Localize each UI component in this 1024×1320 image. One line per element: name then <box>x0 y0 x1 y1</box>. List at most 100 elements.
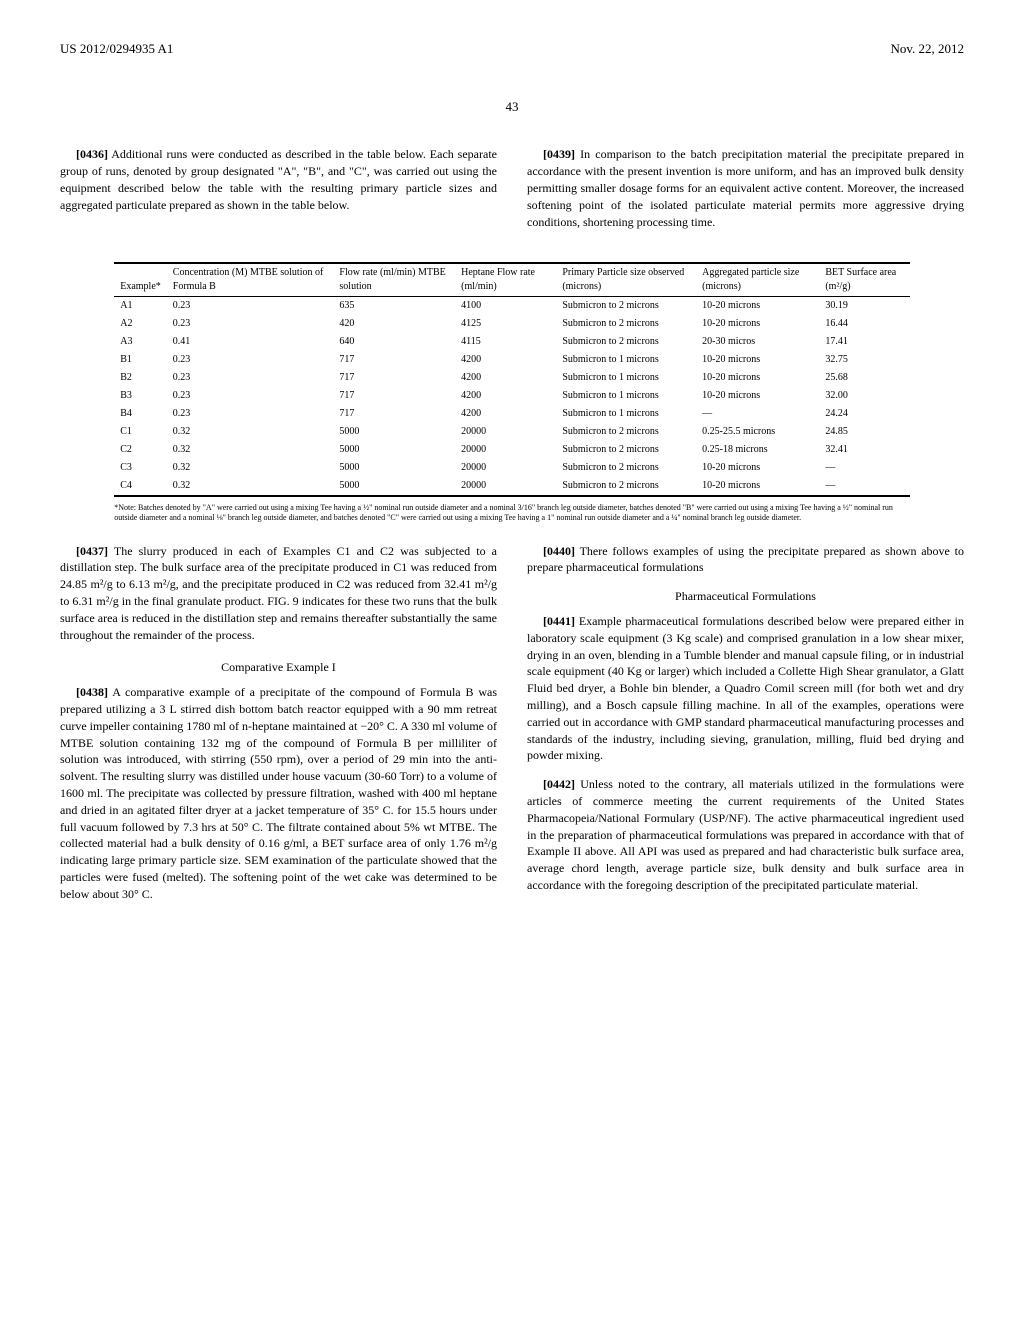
doc-date: Nov. 22, 2012 <box>890 40 964 58</box>
table-row: A20.234204125Submicron to 2 microns10-20… <box>114 315 910 333</box>
table-cell: 10-20 microns <box>696 315 819 333</box>
table-cell: 5000 <box>333 477 455 496</box>
table-row: A10.236354100Submicron to 2 microns10-20… <box>114 297 910 316</box>
paragraph-0441: [0441] Example pharmaceutical formulatio… <box>527 613 964 764</box>
para-num: [0440] <box>543 544 575 558</box>
table-cell: Submicron to 2 microns <box>556 333 696 351</box>
table-cell: — <box>819 459 909 477</box>
table-cell: 16.44 <box>819 315 909 333</box>
table-cell: 10-20 microns <box>696 459 819 477</box>
table-row: B40.237174200Submicron to 1 microns—24.2… <box>114 405 910 423</box>
table-cell: 640 <box>333 333 455 351</box>
right-column-top: [0439] In comparison to the batch precip… <box>527 146 964 242</box>
table-cell: 0.23 <box>167 369 334 387</box>
table-cell: 0.32 <box>167 477 334 496</box>
table-cell: 0.41 <box>167 333 334 351</box>
table-cell: A2 <box>114 315 167 333</box>
table-cell: B2 <box>114 369 167 387</box>
page-header: US 2012/0294935 A1 Nov. 22, 2012 <box>60 40 964 58</box>
table-row: A30.416404115Submicron to 2 microns20-30… <box>114 333 910 351</box>
table-header-cell: Flow rate (ml/min) MTBE solution <box>333 263 455 297</box>
paragraph-0440: [0440] There follows examples of using t… <box>527 543 964 577</box>
table-row: B30.237174200Submicron to 1 microns10-20… <box>114 387 910 405</box>
table-cell: 717 <box>333 387 455 405</box>
para-num: [0439] <box>543 147 575 161</box>
table-cell: Submicron to 2 microns <box>556 315 696 333</box>
page-number: 43 <box>60 98 964 116</box>
table-cell: 10-20 microns <box>696 369 819 387</box>
paragraph-0439: [0439] In comparison to the batch precip… <box>527 146 964 230</box>
table-cell: 10-20 microns <box>696 387 819 405</box>
table-cell: 10-20 microns <box>696 351 819 369</box>
table-row: B20.237174200Submicron to 1 microns10-20… <box>114 369 910 387</box>
table-cell: 4200 <box>455 387 556 405</box>
table-cell: Submicron to 1 microns <box>556 405 696 423</box>
para-text: A comparative example of a precipitate o… <box>60 685 497 901</box>
table-header-cell: Primary Particle size observed (microns) <box>556 263 696 297</box>
table-cell: 0.25-25.5 microns <box>696 423 819 441</box>
table-cell: 0.23 <box>167 387 334 405</box>
table-cell: 32.75 <box>819 351 909 369</box>
table-cell: 25.68 <box>819 369 909 387</box>
doc-number: US 2012/0294935 A1 <box>60 40 173 58</box>
table-cell: B3 <box>114 387 167 405</box>
table-cell: 717 <box>333 369 455 387</box>
table-cell: 4125 <box>455 315 556 333</box>
bottom-columns: [0437] The slurry produced in each of Ex… <box>60 543 964 915</box>
table-cell: Submicron to 1 microns <box>556 387 696 405</box>
table-cell: 0.23 <box>167 405 334 423</box>
table-cell: C2 <box>114 441 167 459</box>
table-cell: 717 <box>333 405 455 423</box>
table-cell: — <box>819 477 909 496</box>
paragraph-0436: [0436] Additional runs were conducted as… <box>60 146 497 213</box>
right-column-bottom: [0440] There follows examples of using t… <box>527 543 964 915</box>
para-text: In comparison to the batch precipitation… <box>527 147 964 228</box>
table-cell: 30.19 <box>819 297 909 316</box>
table-cell: 5000 <box>333 441 455 459</box>
comparative-heading: Comparative Example I <box>60 659 497 676</box>
left-column-bottom: [0437] The slurry produced in each of Ex… <box>60 543 497 915</box>
table-row: C20.32500020000Submicron to 2 microns0.2… <box>114 441 910 459</box>
para-text: There follows examples of using the prec… <box>527 544 964 575</box>
paragraph-0437: [0437] The slurry produced in each of Ex… <box>60 543 497 644</box>
para-text: Unless noted to the contrary, all materi… <box>527 777 964 892</box>
table-cell: C1 <box>114 423 167 441</box>
para-num: [0438] <box>76 685 108 699</box>
table-cell: 24.24 <box>819 405 909 423</box>
table-cell: 10-20 microns <box>696 477 819 496</box>
top-columns: [0436] Additional runs were conducted as… <box>60 146 964 242</box>
para-text: Example pharmaceutical formulations desc… <box>527 614 964 762</box>
table-cell: 5000 <box>333 459 455 477</box>
table-row: C40.32500020000Submicron to 2 microns10-… <box>114 477 910 496</box>
table-header-cell: Example* <box>114 263 167 297</box>
para-num: [0441] <box>543 614 575 628</box>
para-text: Additional runs were conducted as descri… <box>60 147 497 211</box>
table-cell: 4200 <box>455 405 556 423</box>
table-cell: 0.32 <box>167 423 334 441</box>
table-cell: 4100 <box>455 297 556 316</box>
table-cell: 20000 <box>455 423 556 441</box>
table-cell: C3 <box>114 459 167 477</box>
table-footnote: *Note: Batches denoted by "A" were carri… <box>114 503 910 522</box>
table-row: C10.32500020000Submicron to 2 microns0.2… <box>114 423 910 441</box>
table-cell: Submicron to 2 microns <box>556 477 696 496</box>
table-cell: 0.23 <box>167 297 334 316</box>
table-cell: 5000 <box>333 423 455 441</box>
table-row: B10.237174200Submicron to 1 microns10-20… <box>114 351 910 369</box>
table-cell: Submicron to 2 microns <box>556 441 696 459</box>
table-cell: Submicron to 2 microns <box>556 423 696 441</box>
table-header-cell: BET Surface area (m²/g) <box>819 263 909 297</box>
left-column-top: [0436] Additional runs were conducted as… <box>60 146 497 242</box>
table-cell: 20000 <box>455 459 556 477</box>
pharm-heading: Pharmaceutical Formulations <box>527 588 964 605</box>
table-header-cell: Heptane Flow rate (ml/min) <box>455 263 556 297</box>
table-header-cell: Aggregated particle size (microns) <box>696 263 819 297</box>
table-cell: 0.32 <box>167 441 334 459</box>
para-num: [0436] <box>76 147 108 161</box>
table-header-cell: Concentration (M) MTBE solution of Formu… <box>167 263 334 297</box>
data-table-section: Example*Concentration (M) MTBE solution … <box>60 262 964 522</box>
table-cell: 20-30 micros <box>696 333 819 351</box>
table-cell: Submicron to 1 microns <box>556 351 696 369</box>
table-cell: B1 <box>114 351 167 369</box>
table-cell: 20000 <box>455 477 556 496</box>
